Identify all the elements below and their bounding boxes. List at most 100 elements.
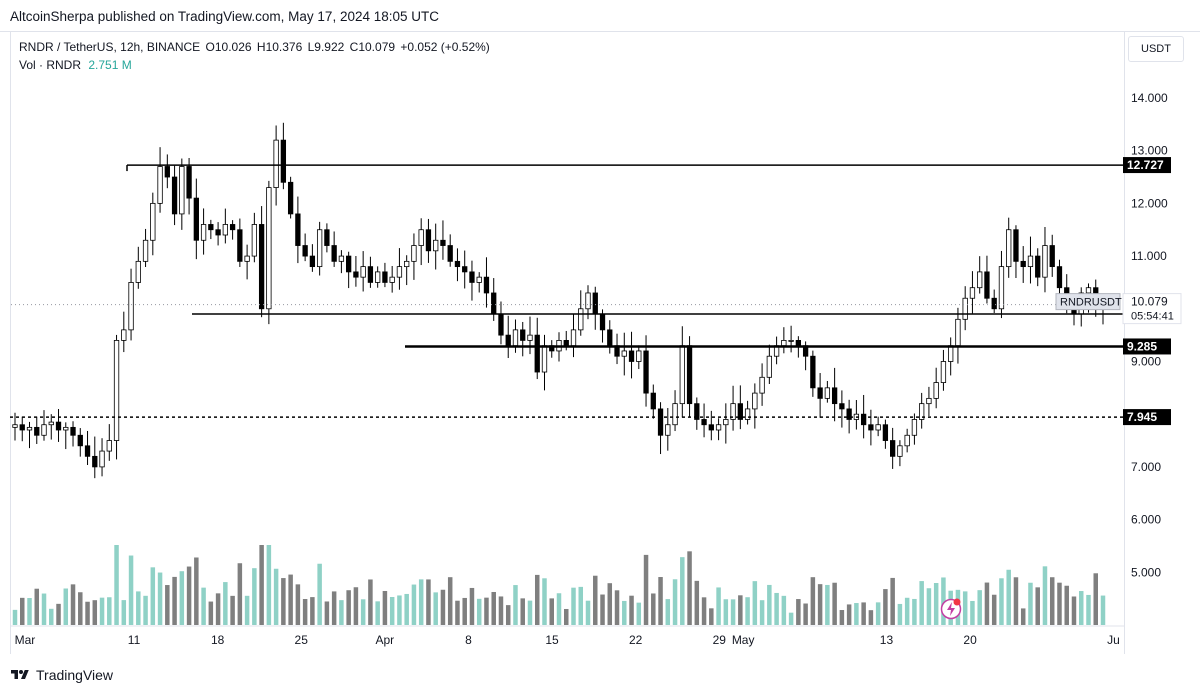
volume-bar [709,608,714,625]
volume-bar [491,591,496,625]
volume-bar [745,597,750,625]
candle [186,166,192,199]
volume-bar [1020,608,1026,625]
candle [512,329,519,347]
volume-bar [796,599,801,625]
candle [360,266,366,278]
volume-bar [484,597,489,625]
currency-button[interactable]: USDT [1128,36,1184,62]
volume-bar [658,577,663,625]
volume-bar [281,578,286,625]
candle [520,329,526,341]
candle [302,245,308,257]
volume-bar [266,545,272,625]
candle [563,340,569,347]
candle [280,139,287,183]
volume-bar [564,608,569,625]
publish-bar: AltcoinSherpa published on TradingView.c… [0,0,1200,32]
x-tick-label: 29 [713,633,727,647]
candle [55,421,62,431]
volume-bar [85,601,90,625]
volume-bar [984,582,990,625]
tradingview-footer[interactable]: TradingView [10,667,113,683]
volume-bar [520,598,525,625]
candle [41,424,47,436]
volume-bar [1006,569,1011,625]
volume-bar [273,568,279,625]
last-price-label: 10.079 [1131,295,1168,309]
volume-bar [78,592,83,625]
volume-bar [186,566,192,625]
volume-bar [941,577,946,625]
candle [447,245,453,262]
volume-bar [991,594,997,625]
volume-bar [534,574,540,625]
candle [63,426,69,431]
candle [19,424,25,431]
candle [955,318,961,347]
candle [266,187,272,310]
volume-bar [404,593,409,625]
volume-bar [527,600,533,625]
candle [991,297,997,310]
volume-legend: Vol · RNDR 2.751 M [19,58,132,72]
volume-bar [629,595,634,625]
candle [375,271,381,283]
candle [316,229,323,268]
volume-label[interactable]: Vol · RNDR [19,58,82,72]
candle [752,392,758,410]
candle [904,434,910,447]
candle [607,329,613,347]
candle [324,229,330,246]
candle [157,166,163,204]
volume-bar [346,590,351,625]
volume-bar [962,591,968,625]
candle [882,424,889,441]
candle [1049,245,1055,268]
candle [258,224,265,310]
volume-bar [723,599,729,625]
volume-bar [839,610,845,625]
flash-icon[interactable] [940,598,962,620]
volume-bar [513,585,518,625]
volume-bar [237,563,243,625]
volume-bar [143,595,148,625]
volume-bar [1028,582,1033,625]
volume-bar [643,554,649,625]
volume-bar [208,601,214,625]
volume-bar [215,593,221,625]
volume-bar [389,597,395,625]
volume-bar [607,583,613,625]
volume-bar [331,591,337,625]
volume-bar [114,545,119,625]
candle [919,403,925,420]
candle [766,355,772,378]
volume-bar [230,595,235,625]
level-badge [1123,409,1171,426]
volume-bar [172,576,177,625]
volume-bar [165,585,170,625]
volume-bar [556,593,562,625]
volume-bar [970,600,975,625]
volume-bar [223,582,228,625]
symbol-tag [1055,293,1121,311]
candle [92,455,98,468]
volume-bar [157,572,163,625]
volume-bar [498,596,504,625]
volume-bar [462,597,467,625]
candle [309,255,316,268]
volume-bar [854,603,859,625]
volume-bar [774,592,779,625]
candle [1056,266,1063,289]
volume-bar [411,584,417,625]
candle [730,403,736,420]
candle [984,271,990,299]
symbol-title[interactable]: RNDR / TetherUS, 12h, BINANCE [19,40,201,54]
candle [1020,260,1026,268]
candle [657,408,664,436]
ohlc-low: L9.922 [307,40,345,54]
volume-bar [999,578,1004,625]
candle [331,245,337,262]
candle [810,355,816,389]
